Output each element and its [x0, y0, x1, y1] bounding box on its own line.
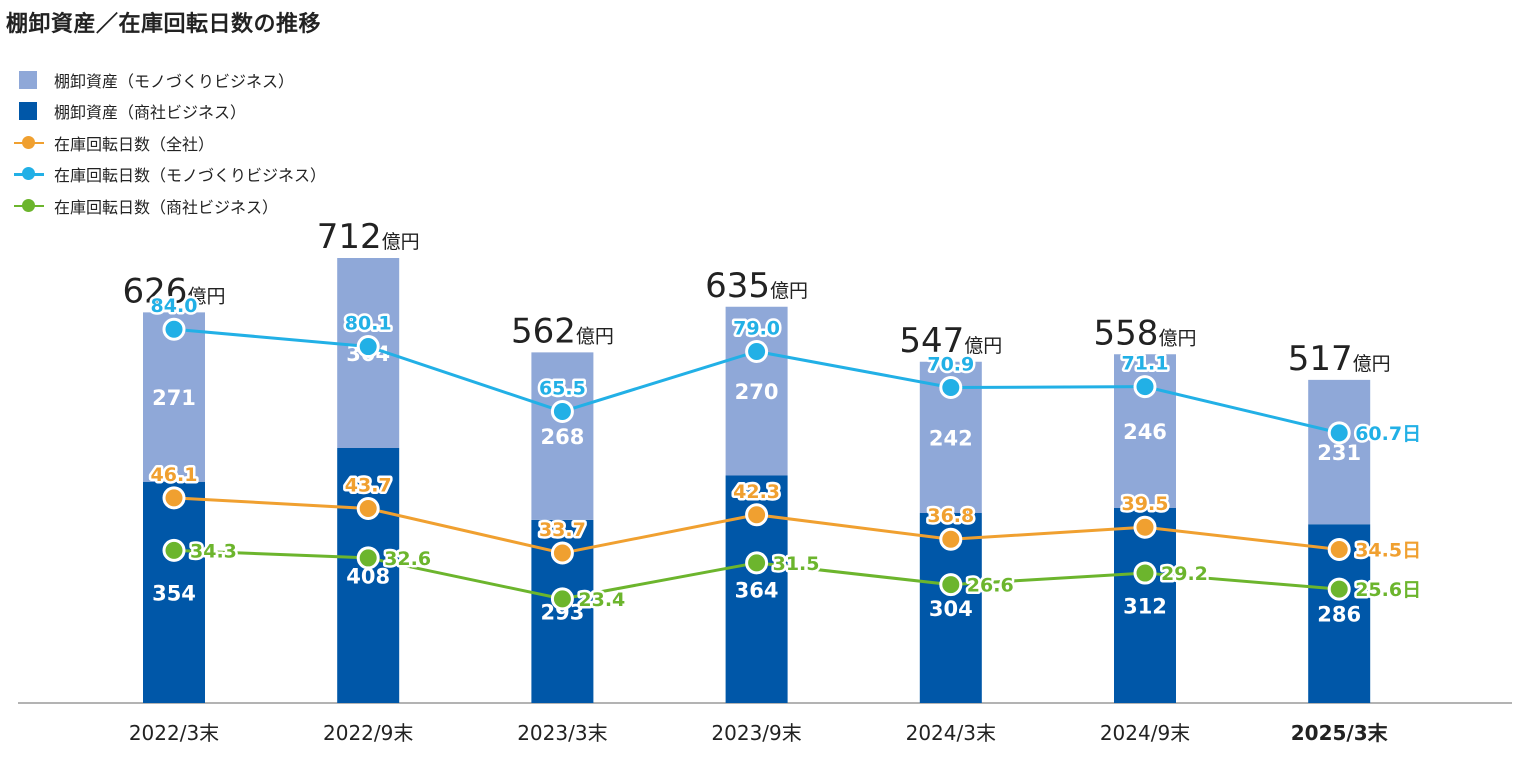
legend-dot [22, 198, 35, 212]
bar-value-label: 312 [1123, 595, 1167, 619]
point-turnover-manufacturing [745, 339, 769, 363]
turnover-value-label-total: 46.1 [151, 464, 198, 486]
point-turnover-total [745, 503, 769, 527]
turnover-value-label-manufacturing: 65.5 [539, 378, 586, 400]
point-turnover-manufacturing [550, 400, 574, 424]
point-turnover-total [162, 486, 186, 510]
turnover-value-label-total: 42.3 [733, 481, 780, 503]
bar-manufacturing-inventory [531, 352, 594, 520]
turnover-value-label-total: 33.7 [539, 519, 586, 541]
chart-title: 棚卸資産／在庫回転日数の推移 [6, 12, 322, 37]
point-turnover-trading [356, 546, 380, 570]
point-turnover-trading [550, 587, 574, 611]
x-tick-label: 2023/9末 [711, 721, 801, 745]
legend-swatch [19, 70, 37, 89]
legend-label: 棚卸資産（商社ビジネス） [54, 103, 247, 123]
legend-dot [22, 167, 35, 181]
bar-total-label: 712億円 [317, 217, 420, 257]
legend-item-turnover-total: 在庫回転日数（全社） [14, 127, 326, 159]
turnover-value-label-trading: 31.5 [773, 553, 820, 575]
point-turnover-total [1133, 515, 1157, 539]
x-tick-label: 2024/3末 [906, 721, 996, 745]
legend-swatch [19, 102, 37, 121]
turnover-value-label-total: 43.7 [345, 475, 392, 497]
bar-total-label: 562億円 [511, 311, 614, 351]
legend-label: 棚卸資産（モノづくりビジネス） [54, 71, 295, 91]
bar-value-label: 270 [735, 380, 779, 404]
turnover-value-label-manufacturing: 70.9 [927, 353, 974, 375]
legend-item-trading-inventory: 棚卸資産（商社ビジネス） [14, 96, 326, 128]
bar-total-label: 635億円 [705, 266, 808, 306]
bar-value-label: 354 [152, 581, 196, 605]
turnover-value-label-manufacturing: 79.0 [733, 317, 780, 339]
point-turnover-manufacturing [356, 335, 380, 359]
bar-trading-inventory [143, 481, 205, 703]
bar-value-label: 304 [929, 597, 973, 621]
bar-value-label: 268 [540, 425, 584, 449]
x-tick-label: 2022/9末 [323, 721, 413, 745]
point-turnover-total [550, 541, 574, 565]
legend-label: 在庫回転日数（モノづくりビジネス） [54, 166, 327, 186]
x-tick-label: 2024/9末 [1100, 721, 1190, 745]
point-turnover-trading [1133, 561, 1157, 585]
bar-total-label: 517億円 [1288, 339, 1391, 379]
bar-manufacturing-inventory [725, 306, 788, 476]
point-turnover-trading [162, 538, 186, 562]
legend: 棚卸資産（モノづくりビジネス） 棚卸資産（商社ビジネス） 在庫回転日数（全社） … [14, 64, 326, 222]
turnover-value-label-manufacturing: 84.0 [151, 295, 198, 317]
turnover-value-label-trading: 32.6 [384, 548, 431, 570]
x-tick-label: 2023/3末 [517, 721, 607, 745]
turnover-value-label-trading: 34.3 [190, 540, 237, 562]
point-turnover-manufacturing [1133, 375, 1157, 399]
point-turnover-trading [745, 551, 769, 575]
point-turnover-manufacturing [939, 375, 963, 399]
bar-trading-inventory [337, 448, 400, 703]
point-turnover-total [1327, 537, 1351, 561]
point-turnover-trading [939, 573, 963, 597]
x-tick-label: 2025/3末 [1291, 721, 1389, 745]
bar-trading-inventory [1114, 508, 1176, 703]
legend-label: 在庫回転日数（商社ビジネス） [54, 197, 279, 217]
turnover-value-label-manufacturing: 71.1 [1122, 353, 1169, 375]
bar-value-label: 246 [1123, 420, 1167, 444]
point-turnover-total [356, 497, 380, 521]
bar-total-label: 547億円 [899, 321, 1002, 361]
point-turnover-manufacturing [1327, 421, 1351, 445]
bar-value-label: 286 [1317, 603, 1361, 627]
bar-value-label: 242 [929, 426, 973, 450]
legend-item-turnover-manufacturing: 在庫回転日数（モノづくりビジネス） [14, 159, 326, 191]
bar-total-label: 558億円 [1094, 313, 1197, 353]
bar-value-label: 231 [1317, 441, 1361, 465]
legend-dot [22, 135, 35, 149]
x-tick-label: 2022/3末 [129, 721, 219, 745]
turnover-value-label-trading: 26.6 [967, 575, 1014, 597]
turnover-value-label-total: 36.8 [927, 505, 974, 527]
bar-total-label: 626億円 [123, 271, 226, 311]
turnover-value-label-total: 34.5日 [1355, 539, 1421, 561]
legend-label: 在庫回転日数（全社） [54, 134, 215, 154]
bar-value-label: 271 [152, 386, 196, 410]
point-turnover-manufacturing [162, 317, 186, 341]
turnover-value-label-trading: 25.6日 [1355, 579, 1421, 601]
legend-item-manufacturing-inventory: 棚卸資産（モノづくりビジネス） [14, 64, 326, 96]
turnover-value-label-total: 39.5 [1122, 493, 1169, 515]
bar-value-label: 364 [735, 578, 779, 602]
turnover-value-label-manufacturing: 80.1 [345, 313, 392, 335]
turnover-value-label-manufacturing: 60.7日 [1355, 423, 1421, 445]
point-turnover-trading [1327, 577, 1351, 601]
bar-manufacturing-inventory [1308, 379, 1371, 525]
turnover-value-label-trading: 29.2 [1161, 563, 1208, 585]
turnover-value-label-trading: 23.4 [578, 589, 625, 611]
legend-item-turnover-trading: 在庫回転日数（商社ビジネス） [14, 190, 326, 222]
point-turnover-total [939, 527, 963, 551]
